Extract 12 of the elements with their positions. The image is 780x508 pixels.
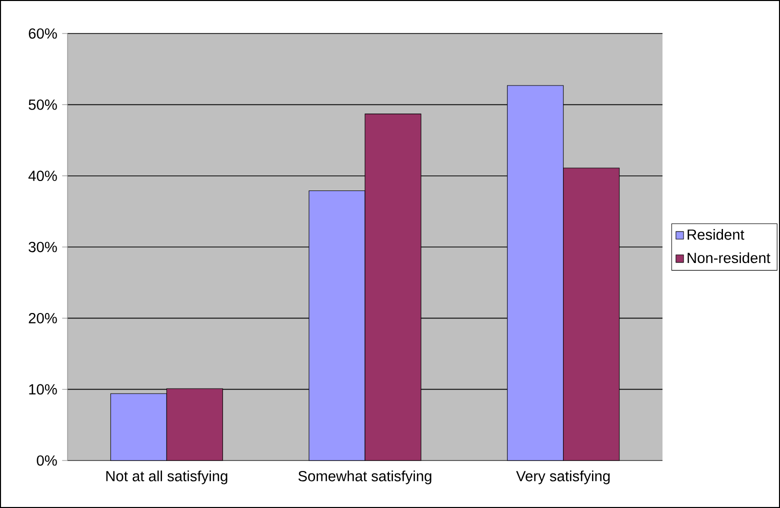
y-tick-label: 20%: [28, 312, 57, 324]
legend-label: Non-resident: [688, 252, 770, 264]
x-tick-label: Somewhat satisfying: [298, 470, 432, 484]
y-tick-label: 0%: [36, 455, 57, 466]
y-tick-label: 10%: [29, 384, 57, 395]
y-tick-label: 40%: [28, 170, 57, 182]
y-tick-label: 60%: [28, 28, 57, 39]
y-tick-label: 30%: [28, 242, 57, 252]
x-tick-label: Not at all satisfying: [106, 470, 228, 484]
legend-label: Resident: [688, 229, 744, 240]
x-tick-label: Very satisfying: [516, 470, 610, 484]
y-tick-label: 50%: [28, 99, 57, 110]
